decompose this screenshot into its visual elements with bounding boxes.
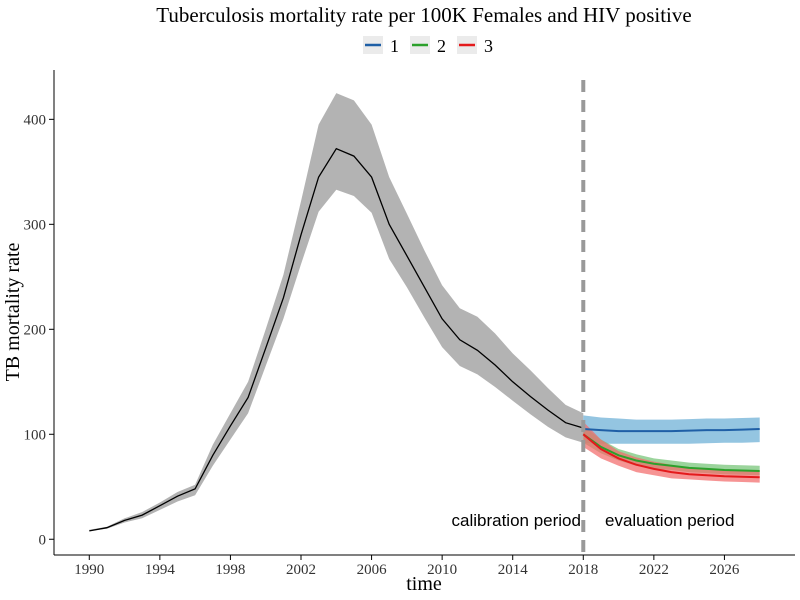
legend-label: 3 [484,36,493,56]
legend: 1 2 3 [363,36,493,56]
x-ticks: 1990 1994 1998 2002 2006 2010 2014 2018 2022 2026 [74,555,740,578]
x-axis-label: time [406,573,442,595]
series-3-line [582,433,760,479]
legend-label: 2 [437,36,446,56]
x-tick-label: 2026 [709,562,740,578]
line-layer [89,147,760,532]
series-3-band [583,421,760,483]
legend-item-3: 3 [457,36,493,56]
series-1-band [583,415,760,444]
y-tick-label: 300 [24,217,47,233]
x-tick-label: 2022 [639,562,669,578]
calibration-band [89,93,584,531]
series-1-line [583,428,760,433]
x-tick-label: 1998 [215,562,245,578]
evaluation-period-label: evaluation period [605,511,734,530]
x-tick-label: 2002 [286,562,316,578]
x-tick-label: 1994 [145,562,176,578]
y-axis-label: TB mortality rate [2,242,24,381]
legend-label: 1 [390,36,399,56]
y-tick-label: 0 [39,532,47,548]
ribbon-layer [89,93,760,531]
legend-item-1: 1 [363,36,399,56]
x-tick-label: 2010 [427,562,457,578]
calibration-period-label: calibration period [452,511,581,530]
y-tick-label: 200 [24,322,47,338]
legend-item-2: 2 [410,36,446,56]
calibration-line [89,147,584,532]
y-ticks: 0 100 200 300 400 [24,112,54,548]
series-2-line [582,433,760,472]
chart-title: Tuberculosis mortality rate per 100K Fem… [156,3,691,27]
x-tick-label: 1990 [74,562,104,578]
y-tick-label: 400 [24,112,47,128]
y-tick-label: 100 [24,427,47,443]
x-tick-label: 2006 [357,562,388,578]
x-tick-label: 2018 [568,562,598,578]
x-tick-label: 2014 [498,562,529,578]
